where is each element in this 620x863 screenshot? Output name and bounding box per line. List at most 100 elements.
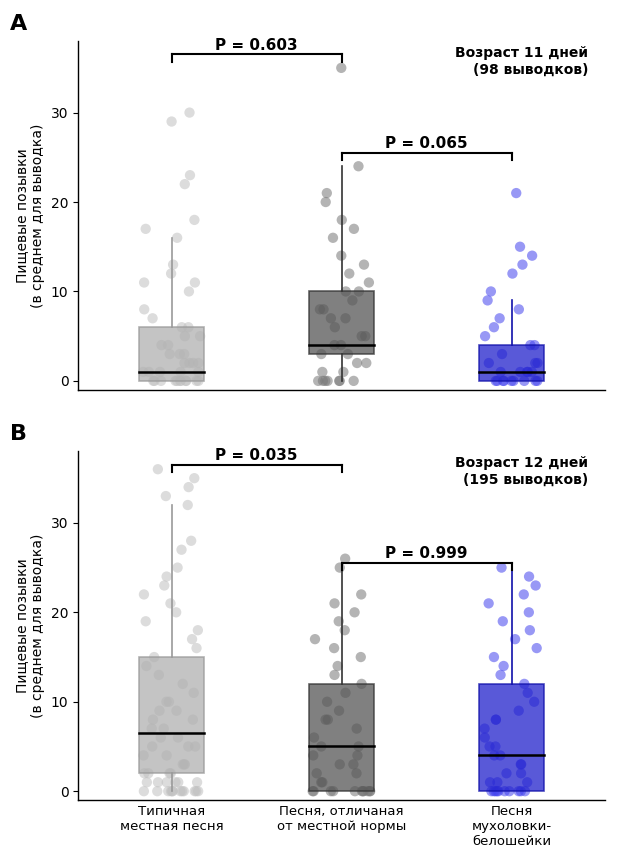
Point <box>167 115 177 129</box>
Point <box>142 775 152 789</box>
Point <box>508 374 518 387</box>
Point <box>321 374 330 387</box>
Point <box>343 347 353 361</box>
Point <box>318 374 328 387</box>
Point <box>329 338 339 352</box>
Point <box>177 320 187 334</box>
Point <box>184 285 194 299</box>
Point <box>309 731 319 745</box>
Point <box>334 704 344 718</box>
Point <box>175 374 185 387</box>
Point <box>143 766 153 780</box>
Point <box>356 677 366 690</box>
Point <box>334 374 344 387</box>
Point <box>522 775 532 789</box>
Point <box>523 365 533 379</box>
Point <box>350 606 360 620</box>
Point <box>524 606 534 620</box>
Point <box>141 222 151 236</box>
Point <box>183 498 193 512</box>
Point <box>323 713 333 727</box>
Point <box>190 784 200 798</box>
Point <box>514 704 524 718</box>
Y-axis label: Пищевые позывки
(в среднем для выводка): Пищевые позывки (в среднем для выводка) <box>15 123 45 307</box>
Point <box>520 677 529 690</box>
Point <box>322 374 332 387</box>
Point <box>352 356 362 370</box>
Point <box>190 213 200 227</box>
Point <box>188 713 198 727</box>
Point <box>485 740 495 753</box>
Point <box>484 356 494 370</box>
Point <box>179 347 189 361</box>
Point <box>186 534 196 548</box>
Point <box>335 374 345 387</box>
Point <box>498 614 508 628</box>
Point <box>354 285 364 299</box>
Point <box>141 614 151 628</box>
Point <box>356 650 366 664</box>
Point <box>192 641 202 655</box>
Bar <box>479 345 544 381</box>
Point <box>166 784 176 798</box>
Point <box>175 784 185 798</box>
Point <box>322 695 332 709</box>
Point <box>531 578 541 592</box>
Point <box>330 596 340 610</box>
Point <box>308 748 318 762</box>
Point <box>167 784 177 798</box>
Point <box>172 704 182 718</box>
Point <box>492 775 502 789</box>
Point <box>489 650 499 664</box>
Point <box>326 784 336 798</box>
Point <box>348 374 358 387</box>
Point <box>168 258 178 272</box>
Point <box>141 659 151 673</box>
Point <box>172 374 182 387</box>
Point <box>518 258 528 272</box>
Point <box>347 293 357 307</box>
Point <box>321 713 330 727</box>
Point <box>510 633 520 646</box>
Text: P = 0.065: P = 0.065 <box>385 136 468 151</box>
Point <box>497 347 507 361</box>
Point <box>491 713 501 727</box>
Point <box>195 330 205 343</box>
Point <box>482 293 492 307</box>
Point <box>364 275 374 289</box>
Point <box>330 668 340 682</box>
Point <box>313 374 323 387</box>
Point <box>532 641 542 655</box>
Point <box>520 784 530 798</box>
Y-axis label: Пищевые позывки
(в среднем для выводка): Пищевые позывки (в среднем для выводка) <box>15 533 45 718</box>
Point <box>498 659 508 673</box>
Point <box>193 784 203 798</box>
Point <box>522 365 532 379</box>
Text: P = 0.035: P = 0.035 <box>215 448 298 463</box>
Point <box>497 561 507 575</box>
Bar <box>140 327 204 381</box>
Point <box>177 784 187 798</box>
Point <box>166 267 176 280</box>
Point <box>192 374 202 387</box>
Point <box>348 758 358 772</box>
Point <box>336 338 346 352</box>
Point <box>171 606 181 620</box>
Point <box>516 784 526 798</box>
Point <box>515 240 525 254</box>
Point <box>179 758 189 772</box>
Point <box>524 570 534 583</box>
Point <box>487 784 497 798</box>
Point <box>156 374 166 387</box>
Point <box>315 302 325 316</box>
Point <box>156 731 166 745</box>
Point <box>153 463 163 476</box>
Point <box>159 721 169 735</box>
Point <box>149 374 159 387</box>
Point <box>164 766 174 780</box>
Point <box>148 312 157 325</box>
Point <box>527 249 537 262</box>
Point <box>317 775 327 789</box>
Point <box>149 650 159 664</box>
Point <box>173 731 183 745</box>
